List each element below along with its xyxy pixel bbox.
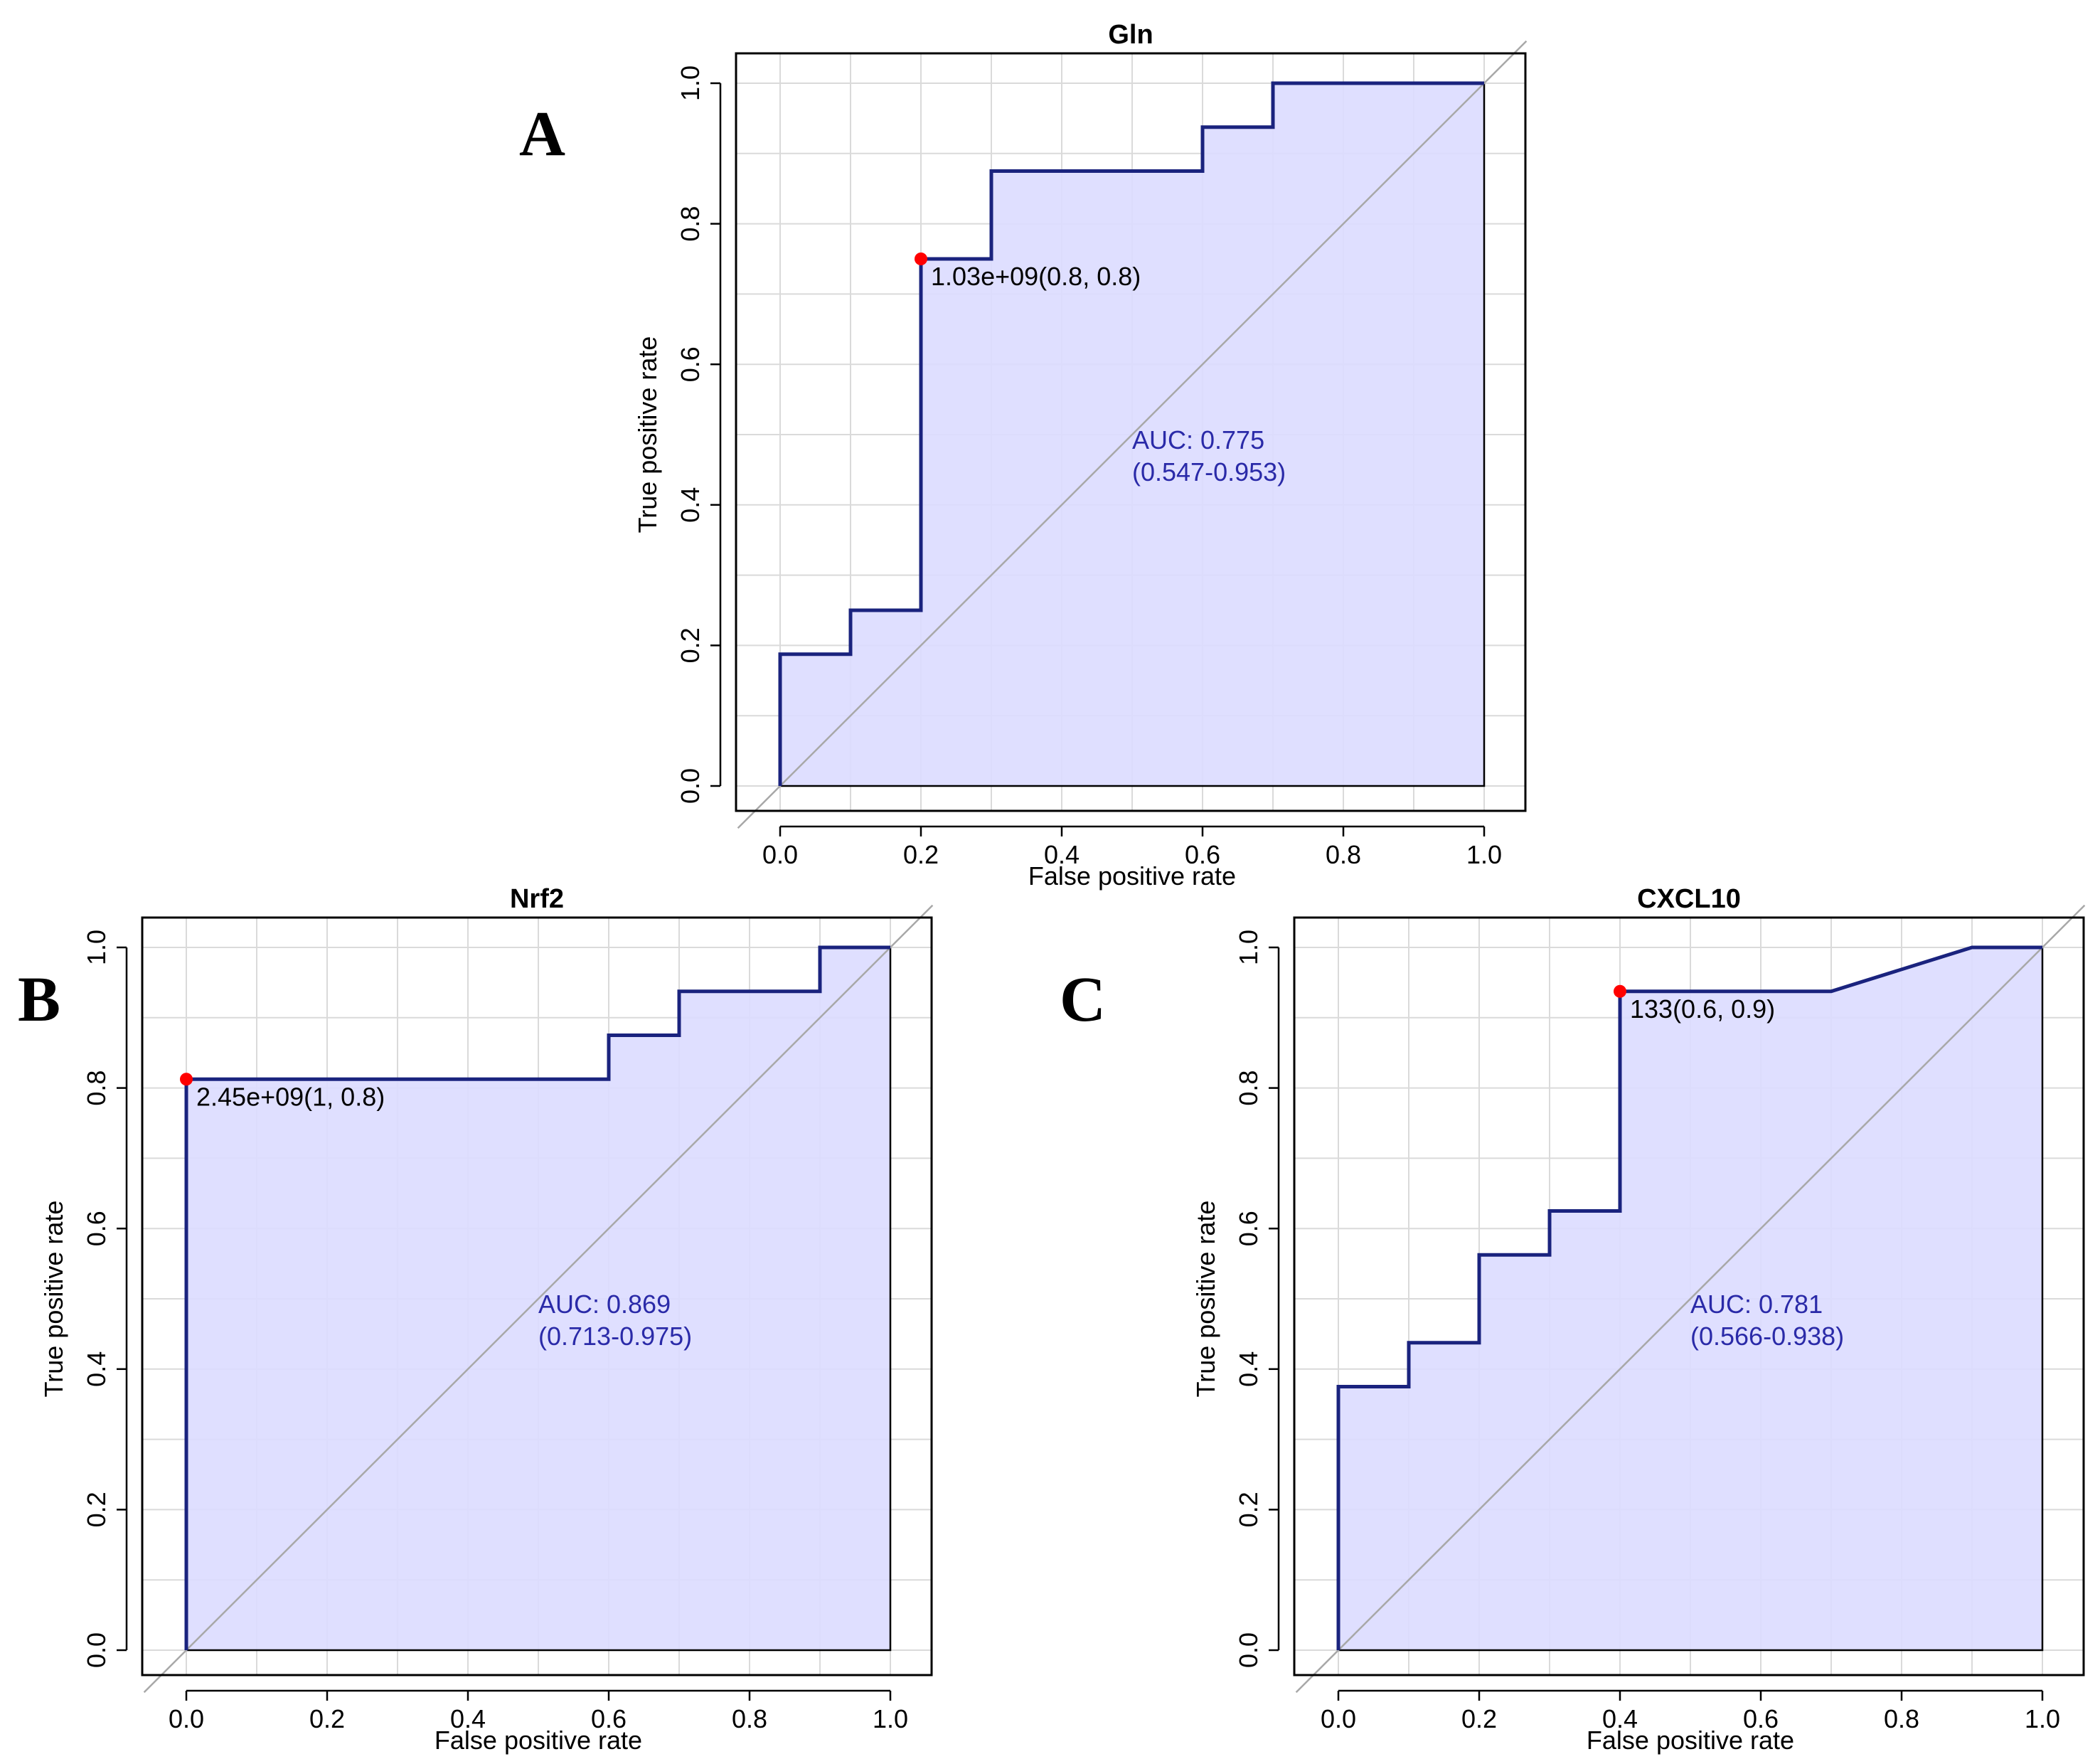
y-axis-title: True positive rate xyxy=(633,336,662,533)
panel-letter-b: B xyxy=(18,964,60,1035)
chart-panel-b: B 2.45e+09(1, 0.8) AUC: 0.869 (0.713-0.975)… xyxy=(18,884,934,1755)
auc-label: AUC: 0.775 xyxy=(1132,425,1264,455)
y-tick-label: 0.0 xyxy=(82,1632,111,1668)
roc-curve-line xyxy=(184,945,890,1650)
x-tick-label: 0.4 xyxy=(1602,1704,1638,1733)
chart-panel-a: A 1.03e+09(0.8, 0.8) AUC: 0.775(0.547-0.95… xyxy=(519,20,1528,891)
x-tick-label: 0.2 xyxy=(309,1704,345,1733)
panel-letter-a: A xyxy=(519,99,565,169)
cutoff-point xyxy=(915,253,927,265)
y-tick-label: 0.8 xyxy=(676,206,705,242)
cutoff-label: 133(0.6, 0.9) xyxy=(1630,994,1775,1024)
y-tick-label: 0.6 xyxy=(676,346,705,382)
y-tick-label: 0.6 xyxy=(82,1211,111,1246)
panel-letter-c: C xyxy=(1060,964,1106,1035)
diagonal-reference-line xyxy=(737,40,1528,829)
y-tick-label: 0.8 xyxy=(82,1070,111,1106)
roc-curve-line xyxy=(778,81,1484,786)
x-tick-label: 0.6 xyxy=(1743,1704,1779,1733)
cutoff-label: 1.03e+09(0.8, 0.8) xyxy=(931,262,1141,291)
cutoff-point xyxy=(180,1073,193,1086)
y-tick-label: 0.4 xyxy=(676,487,705,523)
auc-ci-label: (0.713-0.975) xyxy=(538,1322,692,1351)
x-axis-title: False positive rate xyxy=(435,1726,642,1755)
y-tick-label: 0.4 xyxy=(1234,1351,1263,1387)
chart-title: Gln xyxy=(1108,20,1153,50)
diagonal-reference-line xyxy=(1295,904,2086,1694)
chart-title: CXCL10 xyxy=(1637,884,1741,914)
x-tick-label: 1.0 xyxy=(873,1704,908,1733)
y-tick-label: 0.0 xyxy=(676,768,705,804)
chart-panel-c: C 133(0.6, 0.9) AUC: 0.781 (0.566-0.938) 0.0… xyxy=(1060,884,2086,1755)
x-tick-label: 1.0 xyxy=(1466,840,1502,869)
chart-title: Nrf2 xyxy=(510,884,564,914)
roc-curve-line xyxy=(1336,945,2042,1650)
plot-frame xyxy=(735,52,1527,812)
x-tick-label: 0.0 xyxy=(169,1704,204,1733)
y-tick-label: 0.0 xyxy=(1234,1632,1263,1668)
y-axis-title: True positive rate xyxy=(1191,1201,1220,1398)
x-tick-label: 0.6 xyxy=(591,1704,627,1733)
auc-ci-label: (0.547-0.953) xyxy=(1132,457,1286,487)
x-axis-title: False positive rate xyxy=(1587,1726,1794,1755)
x-tick-label: 0.0 xyxy=(762,840,798,869)
x-tick-label: 0.4 xyxy=(450,1704,486,1733)
plot-frame xyxy=(141,916,933,1676)
x-tick-label: 0.2 xyxy=(1461,1704,1497,1733)
auc-label: AUC: 0.869 xyxy=(538,1290,671,1319)
y-tick-label: 1.0 xyxy=(82,930,111,965)
x-tick-label: 0.6 xyxy=(1185,840,1220,869)
y-tick-label: 0.2 xyxy=(1234,1492,1263,1527)
cutoff-label: 2.45e+09(1, 0.8) xyxy=(196,1082,385,1111)
y-tick-label: 0.8 xyxy=(1234,1070,1263,1106)
x-tick-label: 0.8 xyxy=(1326,840,1361,869)
y-tick-label: 1.0 xyxy=(676,65,705,101)
plot-frame xyxy=(1293,916,2085,1676)
y-tick-label: 0.6 xyxy=(1234,1211,1263,1246)
auc-ci-label: (0.566-0.938) xyxy=(1690,1322,1844,1351)
auc-label: AUC: 0.781 xyxy=(1690,1290,1823,1319)
x-tick-label: 0.4 xyxy=(1044,840,1080,869)
cutoff-point xyxy=(1614,984,1626,998)
x-tick-label: 0.8 xyxy=(732,1704,767,1733)
y-tick-label: 0.2 xyxy=(82,1492,111,1527)
x-axis-title: False positive rate xyxy=(1028,861,1236,891)
y-tick-label: 1.0 xyxy=(1234,930,1263,965)
y-tick-label: 0.4 xyxy=(82,1351,111,1387)
x-tick-label: 0.2 xyxy=(903,840,939,869)
y-tick-label: 0.2 xyxy=(676,627,705,663)
x-tick-label: 0.8 xyxy=(1884,1704,1919,1733)
y-axis-title: True positive rate xyxy=(39,1201,68,1398)
x-tick-label: 1.0 xyxy=(2025,1704,2060,1733)
x-tick-label: 0.0 xyxy=(1321,1704,1356,1733)
diagonal-reference-line xyxy=(143,904,934,1694)
